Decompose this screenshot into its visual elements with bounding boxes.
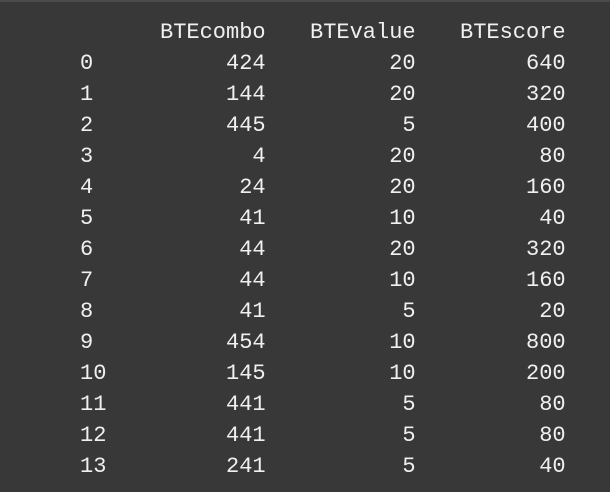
row-index: 8 — [80, 299, 94, 324]
row-index: 0 — [80, 51, 94, 76]
table-row: 8 41 5 20 — [0, 296, 566, 327]
table-row: 6 44 20 320 — [0, 234, 566, 265]
table-row: 1 144 20 320 — [0, 79, 566, 110]
cell-btecombo: 454 — [226, 330, 266, 355]
cell-btevalue: 20 — [389, 175, 416, 200]
cell-btescore: 160 — [526, 268, 566, 293]
row-index: 13 — [80, 454, 107, 479]
row-index: 2 — [80, 113, 94, 138]
row-index: 3 — [80, 144, 94, 169]
cell-btecombo: 41 — [239, 206, 266, 231]
cell-btevalue: 10 — [389, 268, 416, 293]
cell-btescore: 800 — [526, 330, 566, 355]
table-row: 11 441 5 80 — [0, 389, 566, 420]
table-row: 13 241 5 40 — [0, 451, 566, 482]
cell-btecombo: 144 — [226, 82, 266, 107]
cell-btecombo: 441 — [226, 392, 266, 417]
row-index: 5 — [80, 206, 94, 231]
cell-btevalue: 10 — [389, 361, 416, 386]
cell-btescore: 20 — [539, 299, 566, 324]
row-index: 7 — [80, 268, 94, 293]
cell-btevalue: 20 — [389, 51, 416, 76]
cell-btevalue: 20 — [389, 82, 416, 107]
cell-btescore: 40 — [539, 454, 566, 479]
row-index: 4 — [80, 175, 94, 200]
cell-btescore: 80 — [539, 423, 566, 448]
cell-btecombo: 241 — [226, 454, 266, 479]
row-index: 6 — [80, 237, 94, 262]
cell-btevalue: 20 — [389, 237, 416, 262]
dataframe-table: BTEcombo BTEvalue BTEscore 0 424 20 640 1 144… — [0, 17, 566, 482]
row-index: 10 — [80, 361, 107, 386]
table-body: 0 424 20 640 1 144 20 320 2 445 5 400 3 4 20 80 4 24 20 160… — [0, 48, 566, 482]
table-row: 9 454 10 800 — [0, 327, 566, 358]
table-row: 2 445 5 400 — [0, 110, 566, 141]
cell-btevalue: 5 — [402, 392, 416, 417]
top-divider — [0, 0, 610, 2]
column-header-btecombo: BTEcombo — [160, 20, 266, 45]
cell-btecombo: 44 — [239, 237, 266, 262]
row-index: 11 — [80, 392, 107, 417]
cell-btescore: 80 — [539, 144, 566, 169]
cell-btecombo: 4 — [252, 144, 266, 169]
cell-btescore: 320 — [526, 82, 566, 107]
row-index: 12 — [80, 423, 107, 448]
cell-btevalue: 10 — [389, 206, 416, 231]
column-header-btescore: BTEscore — [460, 20, 566, 45]
cell-btecombo: 24 — [239, 175, 266, 200]
table-header: BTEcombo BTEvalue BTEscore — [0, 17, 566, 48]
header-row: BTEcombo BTEvalue BTEscore — [0, 17, 566, 48]
cell-btecombo: 424 — [226, 51, 266, 76]
table-row: 5 41 10 40 — [0, 203, 566, 234]
cell-btescore: 200 — [526, 361, 566, 386]
index-header — [0, 17, 160, 48]
cell-btevalue: 10 — [389, 330, 416, 355]
cell-btevalue: 5 — [402, 423, 416, 448]
cell-btecombo: 44 — [239, 268, 266, 293]
table-row: 7 44 10 160 — [0, 265, 566, 296]
row-index: 1 — [80, 82, 94, 107]
cell-btescore: 640 — [526, 51, 566, 76]
table-row: 0 424 20 640 — [0, 48, 566, 79]
cell-btevalue: 5 — [402, 454, 416, 479]
cell-btescore: 80 — [539, 392, 566, 417]
cell-btevalue: 5 — [402, 113, 416, 138]
cell-btecombo: 445 — [226, 113, 266, 138]
cell-btevalue: 5 — [402, 299, 416, 324]
table-row: 12 441 5 80 — [0, 420, 566, 451]
row-index: 9 — [80, 330, 94, 355]
table-row: 3 4 20 80 — [0, 141, 566, 172]
cell-btescore: 40 — [539, 206, 566, 231]
cell-btescore: 160 — [526, 175, 566, 200]
cell-btescore: 400 — [526, 113, 566, 138]
cell-btevalue: 20 — [389, 144, 416, 169]
table-row: 10 145 10 200 — [0, 358, 566, 389]
cell-btecombo: 145 — [226, 361, 266, 386]
cell-btecombo: 41 — [239, 299, 266, 324]
cell-btecombo: 441 — [226, 423, 266, 448]
cell-btescore: 320 — [526, 237, 566, 262]
table-row: 4 24 20 160 — [0, 172, 566, 203]
column-header-btevalue: BTEvalue — [310, 20, 416, 45]
